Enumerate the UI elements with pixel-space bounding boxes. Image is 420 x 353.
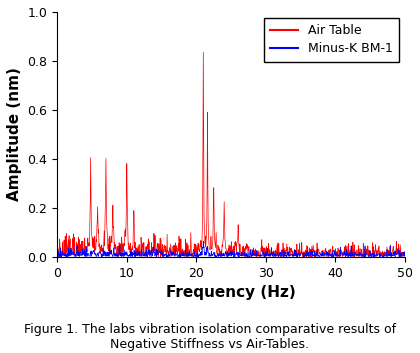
Air Table bbox=[386, 253, 391, 257]
Minus-K BM-1 bbox=[99, 255, 104, 259]
Minus-K BM-1 bbox=[339, 251, 344, 255]
Air Table bbox=[326, 250, 331, 254]
Minus-K BM-1 bbox=[55, 254, 60, 258]
Minus-K BM-1 bbox=[201, 239, 206, 244]
Text: Figure 1. The labs vibration isolation comparative results of
Negative Stiffness: Figure 1. The labs vibration isolation c… bbox=[24, 323, 396, 351]
X-axis label: Frequency (Hz): Frequency (Hz) bbox=[166, 285, 296, 300]
Minus-K BM-1 bbox=[402, 253, 407, 258]
Air Table bbox=[271, 255, 276, 259]
Air Table bbox=[76, 235, 81, 239]
Minus-K BM-1 bbox=[126, 253, 131, 257]
Line: Minus-K BM-1: Minus-K BM-1 bbox=[57, 241, 405, 257]
Line: Air Table: Air Table bbox=[57, 52, 405, 257]
Air Table bbox=[402, 251, 407, 255]
Minus-K BM-1 bbox=[363, 255, 368, 259]
Air Table bbox=[363, 250, 368, 254]
Minus-K BM-1 bbox=[76, 254, 81, 258]
Air Table bbox=[339, 250, 344, 255]
Air Table bbox=[201, 50, 206, 54]
Minus-K BM-1 bbox=[326, 251, 331, 255]
Minus-K BM-1 bbox=[386, 254, 391, 258]
Air Table bbox=[125, 227, 130, 232]
Y-axis label: Amplitude (nm): Amplitude (nm) bbox=[7, 67, 22, 201]
Legend: Air Table, Minus-K BM-1: Air Table, Minus-K BM-1 bbox=[264, 18, 399, 62]
Air Table bbox=[55, 238, 60, 242]
